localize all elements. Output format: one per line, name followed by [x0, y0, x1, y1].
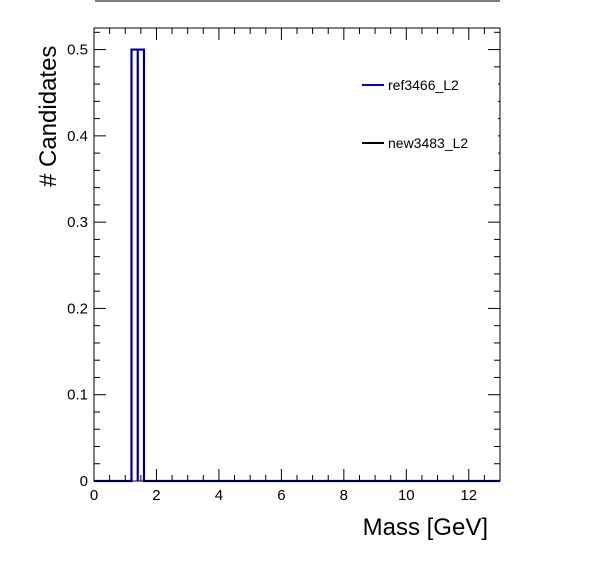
legend-label-ref: ref3466_L2 — [388, 77, 459, 93]
x-tick-label: 8 — [340, 487, 348, 504]
y-tick-label: 0.4 — [67, 128, 88, 145]
y-tick-label: 0.5 — [67, 42, 88, 59]
x-tick-label: 0 — [90, 487, 98, 504]
y-tick-label: 0.2 — [67, 300, 88, 317]
x-tick-label: 2 — [152, 487, 160, 504]
y-axis-ticks — [94, 31, 500, 482]
y-axis-title: # Candidates — [35, 46, 62, 187]
x-tick-label: 6 — [277, 487, 285, 504]
x-axis-tick-labels: 0 2 4 6 8 10 12 — [90, 487, 477, 504]
series-new-step-line — [94, 48, 500, 482]
x-tick-label: 10 — [398, 487, 415, 504]
y-tick-label: 0.3 — [67, 214, 88, 231]
legend-label-new: new3483_L2 — [388, 135, 468, 151]
legend-box — [360, 70, 498, 170]
x-tick-label: 12 — [460, 487, 477, 504]
x-tick-label: 4 — [215, 487, 223, 504]
y-tick-label: 0 — [80, 473, 88, 490]
x-axis-title: Mass [GeV] — [363, 514, 488, 541]
series-layer — [94, 48, 500, 483]
y-tick-label: 0.1 — [67, 387, 88, 404]
y-axis-tick-labels: 0 0.1 0.2 0.3 0.4 0.5 — [67, 42, 88, 490]
